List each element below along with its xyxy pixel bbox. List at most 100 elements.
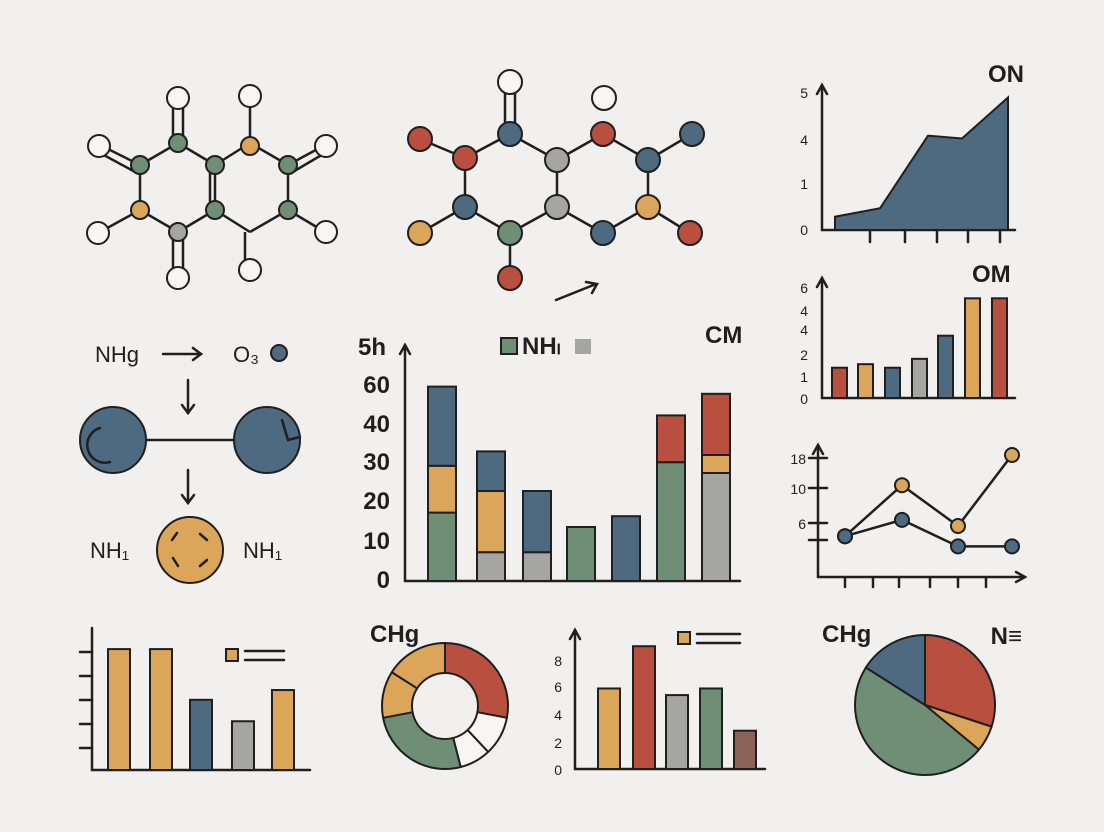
bar xyxy=(857,363,874,399)
pie-slice xyxy=(854,666,980,777)
series-line xyxy=(844,454,1013,538)
atom xyxy=(407,126,433,152)
pie-slice xyxy=(924,634,996,728)
y-tick-label: 2 xyxy=(554,735,562,751)
atom xyxy=(205,155,225,175)
arrow-up-icon xyxy=(398,342,412,356)
reactant-label: NHg xyxy=(95,342,139,367)
y-tick-label: 8 xyxy=(554,653,562,669)
y-tick-label: 6 xyxy=(554,679,562,695)
bar xyxy=(597,687,621,770)
bar xyxy=(884,366,901,399)
legend-swatch xyxy=(677,631,691,645)
arrow-up-icon xyxy=(568,627,582,641)
atom xyxy=(497,265,523,291)
y-tick-label: 2 xyxy=(800,347,808,363)
data-point xyxy=(894,477,910,494)
stacked-bar-chart: 5h 60 40 30 20 10 0 NHₗ CM xyxy=(358,322,742,594)
atom xyxy=(168,222,188,242)
y-tick-label: 1 xyxy=(800,176,808,192)
right-label: NH₁ xyxy=(243,538,282,563)
atom xyxy=(130,200,150,220)
bar-segment xyxy=(656,461,686,583)
left-label: NH₁ xyxy=(90,538,129,563)
legend-swatch xyxy=(225,648,239,662)
bar-segment xyxy=(522,490,552,554)
y-tick-label: 40 xyxy=(363,411,390,438)
y-tick-label: 10 xyxy=(790,481,806,497)
atom xyxy=(452,194,478,220)
y-tick-label: 4 xyxy=(800,303,808,319)
y-tick-label: 0 xyxy=(377,567,390,594)
bar-segment xyxy=(427,464,457,514)
bar xyxy=(991,297,1008,400)
arrow-right-icon xyxy=(1014,570,1028,584)
atom xyxy=(166,266,190,290)
chart-title: ON xyxy=(988,61,1024,88)
y-tick-label: 6 xyxy=(798,516,806,532)
bar xyxy=(831,366,848,399)
bar xyxy=(149,648,173,771)
y-tick-label: 5 xyxy=(800,85,808,101)
atom xyxy=(86,221,110,245)
bar-segment xyxy=(701,454,731,474)
y-tick-label: 30 xyxy=(363,449,390,476)
legend-swatch xyxy=(500,337,518,355)
y-tick-label: 0 xyxy=(800,222,808,238)
bar xyxy=(271,689,295,771)
pie-chart: CHg N≡ xyxy=(822,621,1022,777)
bar-chart-left xyxy=(78,626,312,772)
bar xyxy=(699,687,723,770)
y-tick-label: 60 xyxy=(363,372,390,399)
atom xyxy=(452,145,478,171)
atom xyxy=(590,121,616,147)
chart-title: CHg xyxy=(370,621,419,648)
data-point xyxy=(950,518,966,534)
arrow-up-icon xyxy=(815,82,829,96)
chart-title: CHg xyxy=(822,621,871,648)
atom xyxy=(407,220,433,246)
atom xyxy=(205,200,225,220)
reaction-diagram: NHg O₃ NH₁ NH₁ xyxy=(79,342,302,584)
data-point xyxy=(1004,447,1020,463)
sphere-orange xyxy=(156,516,224,584)
bar-segment xyxy=(566,526,596,582)
legend-label: NHₗ xyxy=(522,333,561,360)
atom xyxy=(591,85,617,111)
bar-segment xyxy=(427,511,457,582)
product-label: O₃ xyxy=(233,342,259,367)
arrow-up-icon xyxy=(811,442,825,456)
bar-chart-om: 6 4 4 2 1 0 OM xyxy=(800,261,1017,407)
y-tick-label: 4 xyxy=(554,707,562,723)
data-point xyxy=(837,528,853,545)
arrow-up-right-icon xyxy=(554,280,599,302)
data-point xyxy=(1004,538,1020,555)
product-atom xyxy=(270,344,288,362)
bar-segment xyxy=(611,515,641,583)
pie-slice xyxy=(864,634,926,706)
atom xyxy=(544,147,570,173)
atom xyxy=(166,86,190,110)
atom xyxy=(497,69,523,95)
arrow-down-icon xyxy=(180,468,196,506)
bar xyxy=(632,645,656,770)
bar xyxy=(665,694,689,771)
bar xyxy=(964,297,981,400)
bar-segment xyxy=(427,385,457,467)
area-series xyxy=(834,95,1009,231)
atom xyxy=(168,133,188,153)
atom xyxy=(677,220,703,246)
atom xyxy=(87,134,111,158)
donut-chart: CHg xyxy=(370,621,509,770)
y-tick-label: 6 xyxy=(800,280,808,296)
bar-segment xyxy=(656,414,686,464)
y-tick-label: 0 xyxy=(800,391,808,407)
series-line xyxy=(844,518,1012,548)
atom xyxy=(278,200,298,220)
atom xyxy=(314,134,338,158)
bar xyxy=(937,334,954,400)
arrow-right-icon xyxy=(161,346,204,362)
y-axis-label: 5h xyxy=(358,334,386,361)
